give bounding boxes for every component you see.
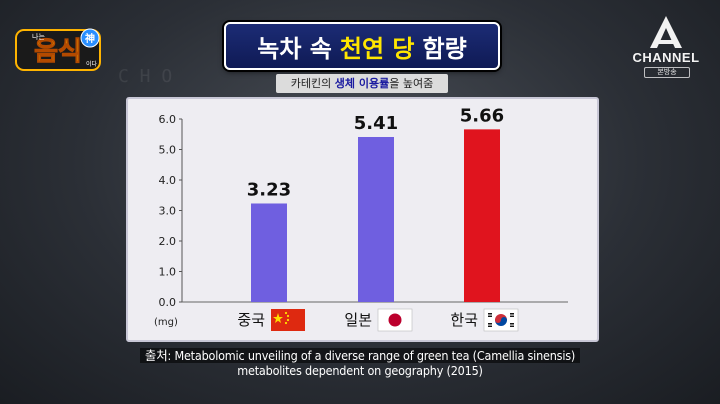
page-title: 녹차 속 천연 당 함량 xyxy=(224,22,500,70)
channel-a-icon xyxy=(650,16,682,48)
y-axis-unit: (mg) xyxy=(154,317,178,328)
category-label: 일본 xyxy=(344,311,372,329)
japan-flag-icon xyxy=(377,308,413,332)
background-formula: C H O xyxy=(118,66,173,87)
china-flag-icon xyxy=(271,309,305,331)
category-label: 중국 xyxy=(237,311,265,329)
channel-sub: 본방송 xyxy=(644,67,690,78)
bar-korea xyxy=(464,129,500,302)
chart-panel: 0.0 1.0 2.0 3.0 4.0 5.0 6.0 (mg) 3.23 중국 5.41 일본 5.… xyxy=(126,97,599,342)
source-caption: 출처: Metabolomic unveiling of a diverse r… xyxy=(140,348,580,378)
bar-chart: 0.0 1.0 2.0 3.0 4.0 5.0 6.0 (mg) 3.23 중국 5.41 일본 5.… xyxy=(154,105,568,332)
y-tick-label: 6.0 xyxy=(159,113,177,126)
subtitle-highlight: 생체 이용률 xyxy=(334,77,390,90)
y-tick-label: 0.0 xyxy=(159,296,177,309)
logo-text: 음식 xyxy=(34,37,82,67)
logo-small-top: 나는 xyxy=(32,32,45,41)
y-tick-label: 3.0 xyxy=(159,205,177,218)
bar-value-label: 5.66 xyxy=(460,105,504,126)
subtitle: 카테킨의 생체 이용률을 높여줌 xyxy=(276,74,448,93)
bar-value-label: 5.41 xyxy=(354,113,398,134)
title-highlight: 천연 당 xyxy=(339,34,415,63)
channel-logo: CHANNEL 본방송 xyxy=(630,14,702,78)
bar-value-label: 3.23 xyxy=(247,179,291,200)
y-tick-label: 2.0 xyxy=(159,235,177,248)
bar-japan xyxy=(358,136,394,302)
category-label: 한국 xyxy=(450,311,478,329)
title-part-1: 녹차 속 xyxy=(257,34,332,63)
channel-brand: CHANNEL xyxy=(632,50,700,65)
source-line-1: 출처: Metabolomic unveiling of a diverse r… xyxy=(140,348,580,363)
title-part-3: 함량 xyxy=(422,34,467,63)
y-tick-label: 1.0 xyxy=(159,266,177,279)
korea-flag-icon xyxy=(483,308,519,332)
subtitle-before: 카테킨의 xyxy=(290,77,335,90)
logo-small-side: 이다 xyxy=(86,60,98,68)
logo-badge: 神 xyxy=(85,32,95,45)
show-logo: 음식 나는 이다 神 xyxy=(12,22,104,74)
bar-china xyxy=(251,203,287,302)
source-line-2: metabolites dependent on geography (2015… xyxy=(237,363,483,378)
subtitle-after: 을 높여줌 xyxy=(389,77,434,90)
y-tick-label: 5.0 xyxy=(159,144,177,157)
y-tick-label: 4.0 xyxy=(159,174,177,187)
